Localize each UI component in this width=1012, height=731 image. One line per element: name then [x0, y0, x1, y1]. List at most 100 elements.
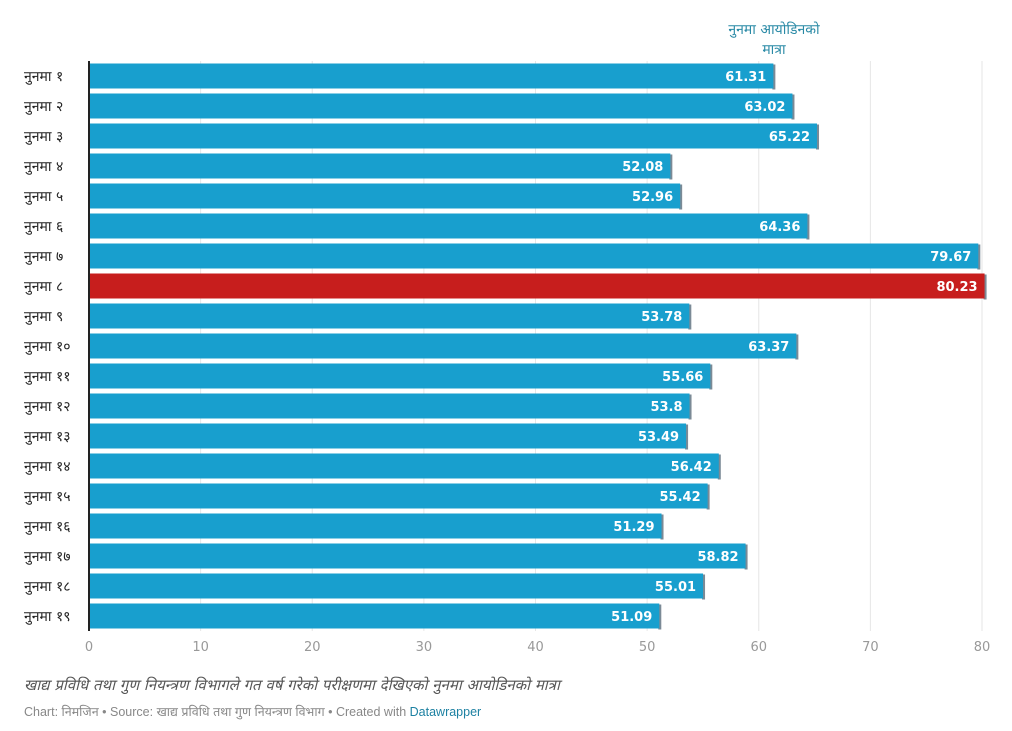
bar-shadow [669, 154, 673, 180]
bar-chart: 61.31 63.02 65.22 52.08 52.96 64.36 79.67 80.23… [24, 21, 990, 655]
bar [89, 93, 793, 119]
bar [89, 63, 774, 89]
bar [89, 183, 681, 209]
bar [89, 423, 687, 449]
bar-value-label: 56.42 [671, 460, 712, 475]
x-axis-tick-labels: 0 10 20 30 40 50 60 70 80 [85, 640, 990, 655]
bar [89, 303, 690, 329]
bar [89, 153, 671, 179]
bar-shadow [658, 604, 662, 630]
bar-shadow [816, 124, 820, 150]
category-label: नुनमा ९ [24, 309, 63, 325]
bar [89, 603, 660, 629]
category-label: नुनमा १३ [24, 429, 71, 445]
category-label: नुनमा १० [24, 339, 71, 355]
bar-value-label: 53.8 [650, 400, 682, 415]
bar-value-label: 52.08 [622, 160, 663, 175]
x-tick-label: 10 [192, 640, 209, 655]
bar [89, 543, 746, 569]
bar [89, 393, 690, 419]
byline-author: निमजिन [61, 705, 99, 719]
bar-value-label: 79.67 [930, 250, 971, 265]
byline-separator: • [328, 705, 333, 719]
bar [89, 333, 797, 359]
category-label: नुनमा १४ [24, 459, 71, 475]
bar-value-label: 61.31 [725, 70, 766, 85]
byline-chart-label: Chart: [24, 705, 59, 719]
bar [89, 243, 979, 269]
x-tick-label: 40 [527, 640, 544, 655]
byline-created-label: Created with [335, 705, 407, 719]
category-label: नुनमा ६ [24, 219, 63, 235]
bar-value-label: 58.82 [697, 550, 738, 565]
bar-value-label: 51.09 [611, 610, 652, 625]
category-label: नुनमा ११ [24, 369, 71, 385]
bar-shadow [717, 454, 721, 480]
bar-value-label: 63.37 [748, 340, 789, 355]
bar-shadow [688, 304, 692, 330]
bar-shadow [702, 574, 706, 600]
bar [89, 573, 704, 599]
category-label: नुनमा १८ [24, 579, 71, 595]
x-tick-label: 60 [750, 640, 767, 655]
chart-byline: Chart: निमजिन • Source: खाद्य प्रविधि तथ… [24, 703, 481, 720]
x-tick-label: 30 [416, 640, 433, 655]
bar [89, 453, 719, 479]
bar-value-label: 51.29 [613, 520, 654, 535]
bar [89, 213, 808, 239]
bar-shadow [709, 364, 713, 390]
bar [89, 513, 662, 539]
category-labels: नुनमा १ नुनमा २ नुनमा ३ नुनमा ४ नुनमा ५ नुनमा… [24, 69, 71, 625]
bar-shadow [795, 334, 799, 360]
bar-shadow [679, 184, 683, 210]
byline-source: खाद्य प्रविधि तथा गुण नियन्त्रण विभाग [156, 705, 325, 719]
bar-value-label: 63.02 [744, 100, 785, 115]
bar-shadow [977, 244, 981, 270]
category-label: नुनमा ३ [24, 129, 63, 145]
bar-value-label: 55.66 [662, 370, 703, 385]
category-label: नुनमा ८ [24, 279, 63, 295]
bars: 61.31 63.02 65.22 52.08 52.96 64.36 79.67 80.23… [89, 63, 987, 630]
datawrapper-link[interactable]: Datawrapper [409, 705, 482, 719]
category-label: नुनमा ५ [24, 189, 63, 205]
category-label: नुनमा १७ [24, 549, 71, 565]
bar-value-label: 64.36 [759, 220, 800, 235]
x-tick-label: 70 [862, 640, 879, 655]
x-tick-label: 0 [85, 640, 93, 655]
bar-shadow [706, 484, 710, 510]
category-label: नुनमा १ [24, 69, 63, 85]
category-label: नुनमा १६ [24, 519, 71, 535]
column-header-line-2: मात्रा [762, 42, 786, 58]
byline-source-label: Source: [110, 705, 154, 719]
bar-value-label: 80.23 [936, 280, 977, 295]
category-label: नुनमा १२ [24, 399, 71, 415]
bar-value-label: 55.42 [660, 490, 701, 505]
bar-shadow [791, 94, 795, 120]
bar-value-label: 53.49 [638, 430, 679, 445]
category-label: नुनमा १५ [24, 489, 71, 505]
category-label: नुनमा १९ [24, 609, 71, 625]
bar-shadow [806, 214, 810, 240]
bar-shadow [772, 64, 776, 90]
column-header-line-1: नुनमा आयोडिनको [728, 21, 820, 38]
category-label: नुनमा ४ [24, 159, 63, 175]
byline-separator: • [102, 705, 107, 719]
bar [89, 483, 708, 509]
bar-value-label: 65.22 [769, 130, 810, 145]
bar [89, 123, 818, 149]
bar-value-label: 53.78 [641, 310, 682, 325]
bar-shadow [983, 274, 987, 300]
bar-shadow [744, 544, 748, 570]
x-tick-label: 20 [304, 640, 321, 655]
bar-shadow [660, 514, 664, 540]
bar-value-label: 55.01 [655, 580, 696, 595]
bar [89, 363, 711, 389]
category-label: नुनमा २ [24, 99, 63, 115]
category-label: नुनमा ७ [24, 249, 63, 265]
bar-shadow [688, 394, 692, 420]
bar-value-label: 52.96 [632, 190, 673, 205]
x-tick-label: 80 [974, 640, 991, 655]
x-tick-label: 50 [639, 640, 656, 655]
bar [89, 273, 985, 299]
chart-notes: खाद्य प्रविधि तथा गुण नियन्त्रण विभागले … [24, 676, 560, 694]
